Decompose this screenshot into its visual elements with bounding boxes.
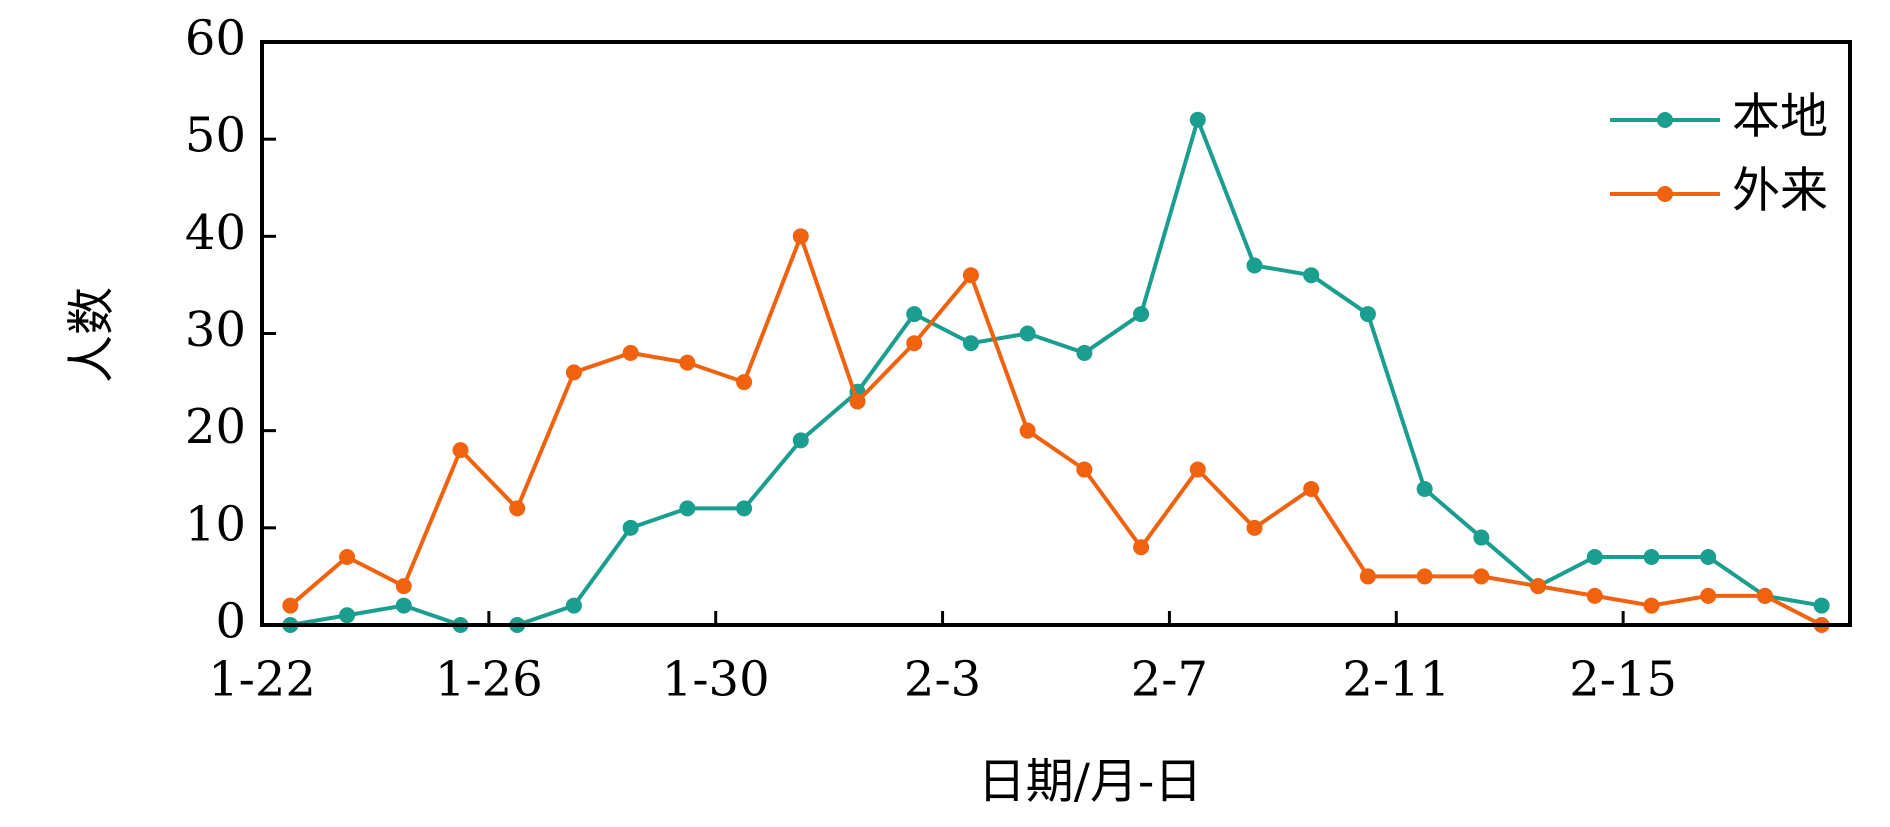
data-point xyxy=(339,607,356,624)
data-point xyxy=(1359,306,1376,323)
y-tick-label: 50 xyxy=(185,108,246,164)
data-point xyxy=(1189,461,1206,478)
series-line xyxy=(289,230,1823,627)
data-point xyxy=(792,432,809,449)
data-point xyxy=(622,344,639,361)
y-tick-label: 0 xyxy=(215,594,246,650)
data-point xyxy=(962,335,979,352)
data-point xyxy=(395,578,412,595)
data-point xyxy=(1473,529,1490,546)
data-point xyxy=(1643,597,1660,614)
data-point xyxy=(1303,267,1320,284)
data-point xyxy=(906,335,923,352)
x-tick-label: 2-11 xyxy=(1342,652,1450,708)
series-line xyxy=(290,113,1822,627)
x-tick-label: 1-22 xyxy=(208,652,316,708)
data-point xyxy=(906,306,923,323)
y-tick-label: 10 xyxy=(185,496,246,552)
x-tick-label: 1-26 xyxy=(435,652,543,708)
data-point xyxy=(792,228,809,245)
data-point xyxy=(1246,519,1263,536)
data-point xyxy=(1303,480,1320,497)
data-point xyxy=(1700,548,1717,565)
data-point xyxy=(565,597,582,614)
data-point xyxy=(1700,587,1717,604)
legend-label: 外来 xyxy=(1732,163,1828,219)
legend-label: 本地 xyxy=(1732,89,1828,145)
y-tick-label: 30 xyxy=(185,302,246,358)
data-point xyxy=(1473,568,1490,585)
data-point xyxy=(1019,422,1036,439)
data-point xyxy=(1133,306,1150,323)
data-point xyxy=(1019,325,1036,342)
data-point xyxy=(1133,539,1150,556)
x-tick-label: 2-3 xyxy=(904,652,981,708)
data-point xyxy=(565,364,582,381)
data-point xyxy=(1416,480,1433,497)
data-point xyxy=(395,597,412,614)
data-point xyxy=(339,548,356,565)
data-point xyxy=(1586,587,1603,604)
data-point xyxy=(1246,257,1263,274)
data-point xyxy=(1189,111,1206,128)
x-axis-label: 日期/月-日 xyxy=(978,754,1202,810)
data-point xyxy=(622,519,639,536)
data-point xyxy=(679,354,696,371)
y-tick-label: 40 xyxy=(185,205,246,261)
x-tick-label: 2-7 xyxy=(1131,652,1208,708)
data-point xyxy=(1586,548,1603,565)
data-point xyxy=(1359,568,1376,585)
data-point xyxy=(962,267,979,284)
data-point xyxy=(1076,344,1093,361)
plot-frame xyxy=(260,40,1852,627)
data-point xyxy=(679,500,696,517)
data-point xyxy=(736,500,753,517)
data-point xyxy=(1416,568,1433,585)
data-point xyxy=(1756,587,1773,604)
x-tick-label: 2-15 xyxy=(1569,652,1677,708)
y-tick-label: 20 xyxy=(185,399,246,455)
data-point xyxy=(849,393,866,410)
data-point xyxy=(1530,578,1547,595)
legend-marker xyxy=(1657,112,1673,128)
y-tick-label: 60 xyxy=(185,11,246,67)
data-point xyxy=(736,374,753,391)
data-point xyxy=(1643,548,1660,565)
data-point xyxy=(1813,597,1830,614)
legend-marker xyxy=(1657,186,1673,202)
data-point xyxy=(452,442,469,459)
data-point xyxy=(282,597,299,614)
y-axis-label: 人数 xyxy=(64,287,120,383)
x-tick-label: 1-30 xyxy=(662,652,770,708)
data-point xyxy=(509,500,526,517)
data-point xyxy=(1076,461,1093,478)
